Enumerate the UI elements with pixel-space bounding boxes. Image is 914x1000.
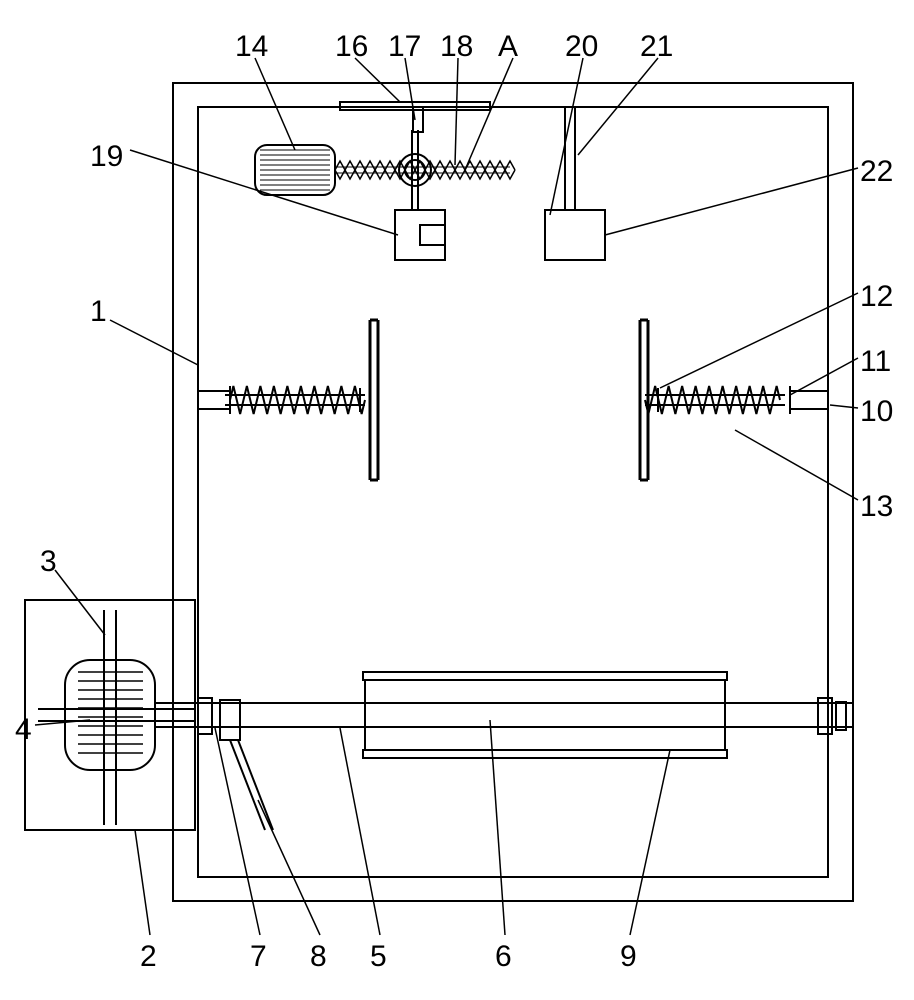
- technical-diagram: [0, 0, 914, 1000]
- label-2: 2: [140, 940, 157, 974]
- label-19: 19: [90, 140, 123, 174]
- label-22: 22: [860, 155, 893, 189]
- label-17: 17: [388, 30, 421, 64]
- label-8: 8: [310, 940, 327, 974]
- label-5: 5: [370, 940, 387, 974]
- label-13: 13: [860, 490, 893, 524]
- label-14: 14: [235, 30, 268, 64]
- label-10: 10: [860, 395, 893, 429]
- label-18: 18: [440, 30, 473, 64]
- label-21: 21: [640, 30, 673, 64]
- label-9: 9: [620, 940, 637, 974]
- label-16: 16: [335, 30, 368, 64]
- label-12: 12: [860, 280, 893, 314]
- label-6: 6: [495, 940, 512, 974]
- label-11: 11: [860, 345, 891, 379]
- label-3: 3: [40, 545, 57, 579]
- label-1: 1: [90, 295, 107, 329]
- label-20: 20: [565, 30, 598, 64]
- label-4: 4: [15, 713, 32, 747]
- label-A: A: [498, 30, 518, 64]
- label-7: 7: [250, 940, 267, 974]
